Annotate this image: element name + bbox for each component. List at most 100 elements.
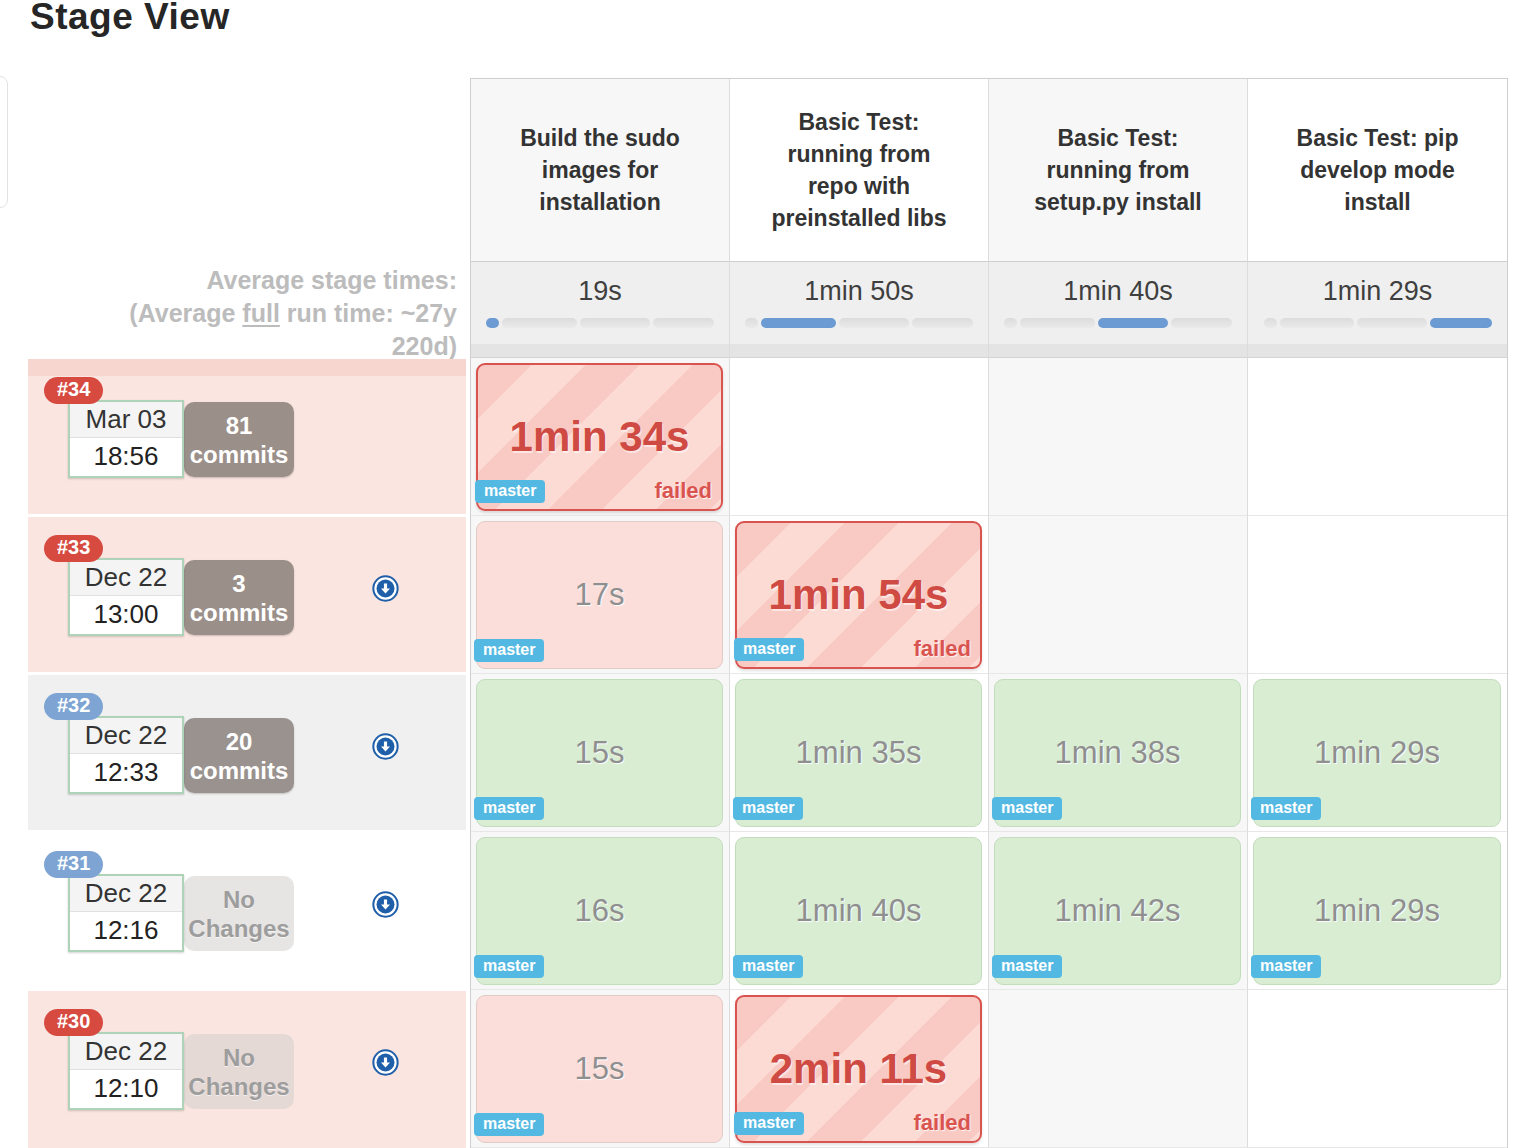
- build-number-badge[interactable]: #33: [44, 535, 103, 562]
- build-time: 12:10: [70, 1070, 182, 1107]
- build-date: Dec 22: [70, 876, 182, 912]
- stage-header-0: Build the sudo images for installation: [471, 79, 730, 261]
- build-number-badge[interactable]: #34: [44, 377, 103, 404]
- stage-header-3: Basic Test: pip develop mode install: [1248, 79, 1507, 261]
- cell-31-2[interactable]: 1min 42s master: [989, 832, 1248, 990]
- cell-33-3: [1248, 516, 1507, 674]
- stage-cell-failed[interactable]: 1min 34s master failed: [476, 363, 723, 511]
- build-date: Mar 03: [70, 402, 182, 438]
- cell-32-3[interactable]: 1min 29s master: [1248, 674, 1507, 832]
- cell-34-2: [989, 358, 1248, 516]
- stage-cell-failed[interactable]: 1min 54s master failed: [735, 521, 982, 669]
- cell-34-3: [1248, 358, 1507, 516]
- branch-badge: master: [992, 955, 1062, 978]
- stage-average-2: 1min 40s: [989, 261, 1248, 358]
- build-changes[interactable]: 81commits: [184, 402, 294, 477]
- build-row-31: #31 Dec 22 12:16 NoChanges: [28, 833, 466, 988]
- stage-cell[interactable]: 17s master: [476, 521, 723, 669]
- stage-duration: 1min 42s: [1055, 893, 1181, 929]
- stage-duration: 2min 11s: [770, 1045, 947, 1093]
- stage-duration: 1min 40s: [796, 893, 922, 929]
- build-datetime[interactable]: Dec 22 12:33: [68, 716, 184, 794]
- stage-average-time-3: 1min 29s: [1248, 276, 1507, 307]
- cell-30-1[interactable]: 2min 11s master failed: [730, 990, 989, 1148]
- branch-badge: master: [474, 1113, 544, 1136]
- branch-badge: master: [1251, 797, 1321, 820]
- cell-30-0[interactable]: 15s master: [471, 990, 730, 1148]
- full-link[interactable]: full: [242, 299, 280, 327]
- stage-timeline-bar-0: [486, 318, 714, 328]
- build-changes[interactable]: NoChanges: [184, 1034, 294, 1109]
- build-time: 18:56: [70, 438, 182, 475]
- stage-duration: 1min 38s: [1055, 735, 1181, 771]
- build-row-30: #30 Dec 22 12:10 NoChanges: [28, 991, 466, 1148]
- cell-31-0[interactable]: 16s master: [471, 832, 730, 990]
- cell-32-0[interactable]: 15s master: [471, 674, 730, 832]
- cell-32-2[interactable]: 1min 38s master: [989, 674, 1248, 832]
- average-stage-times-label: Average stage times: (Average full run t…: [0, 264, 457, 363]
- stage-average-time-1: 1min 50s: [730, 276, 988, 307]
- stage-cell[interactable]: 15s master: [476, 679, 723, 827]
- build-row-32: #32 Dec 22 12:33 20commits: [28, 675, 466, 830]
- branch-badge: master: [734, 1112, 804, 1135]
- stage-average-0: 19s: [471, 261, 730, 358]
- cell-33-1[interactable]: 1min 54s master failed: [730, 516, 989, 674]
- stage-duration: 1min 54s: [769, 571, 949, 619]
- build-time: 12:16: [70, 912, 182, 949]
- build-changes[interactable]: 20commits: [184, 718, 294, 793]
- stage-view-table: Build the sudo images for installation B…: [470, 78, 1508, 1148]
- stage-duration: 15s: [575, 1051, 625, 1087]
- stage-cell[interactable]: 1min 35s master: [735, 679, 982, 827]
- cell-31-3[interactable]: 1min 29s master: [1248, 832, 1507, 990]
- stage-duration: 1min 34s: [510, 413, 690, 461]
- stage-cell[interactable]: 1min 38s master: [994, 679, 1241, 827]
- branch-badge: master: [1251, 955, 1321, 978]
- stage-cell-failed[interactable]: 2min 11s master failed: [735, 995, 982, 1143]
- download-artifacts-icon[interactable]: [372, 891, 399, 918]
- build-number-badge[interactable]: #32: [44, 693, 103, 720]
- stage-duration: 15s: [575, 735, 625, 771]
- build-time: 13:00: [70, 596, 182, 633]
- stage-duration: 1min 35s: [796, 735, 922, 771]
- stage-timeline-bar-2: [1004, 318, 1232, 328]
- download-artifacts-icon[interactable]: [372, 575, 399, 602]
- stage-average-3: 1min 29s: [1248, 261, 1507, 358]
- build-datetime[interactable]: Dec 22 13:00: [68, 558, 184, 636]
- branch-badge: master: [733, 797, 803, 820]
- cell-34-0[interactable]: 1min 34s master failed: [471, 358, 730, 516]
- build-datetime[interactable]: Mar 03 18:56: [68, 400, 184, 478]
- branch-badge: master: [474, 955, 544, 978]
- build-datetime[interactable]: Dec 22 12:16: [68, 874, 184, 952]
- cell-32-1[interactable]: 1min 35s master: [730, 674, 989, 832]
- stage-cell[interactable]: 15s master: [476, 995, 723, 1143]
- stage-cell[interactable]: 1min 40s master: [735, 837, 982, 985]
- build-date: Dec 22: [70, 718, 182, 754]
- branch-badge: master: [474, 797, 544, 820]
- build-time: 12:33: [70, 754, 182, 791]
- stage-cell[interactable]: 1min 29s master: [1253, 837, 1501, 985]
- stage-average-time-0: 19s: [471, 276, 729, 307]
- build-changes[interactable]: 3commits: [184, 560, 294, 635]
- stage-cell[interactable]: 1min 29s master: [1253, 679, 1501, 827]
- branch-badge: master: [992, 797, 1062, 820]
- build-changes[interactable]: NoChanges: [184, 876, 294, 951]
- failed-label: failed: [914, 636, 971, 662]
- failed-label: failed: [914, 1110, 971, 1136]
- build-number-badge[interactable]: #30: [44, 1009, 103, 1036]
- download-artifacts-icon[interactable]: [372, 1049, 399, 1076]
- build-number-badge[interactable]: #31: [44, 851, 103, 878]
- build-datetime[interactable]: Dec 22 12:10: [68, 1032, 184, 1110]
- build-rows: #34 Mar 03 18:56 81commits #33 Dec 22 13…: [28, 359, 466, 1148]
- cell-31-1[interactable]: 1min 40s master: [730, 832, 989, 990]
- build-row-33: #33 Dec 22 13:00 3commits: [28, 517, 466, 672]
- stage-timeline-bar-3: [1264, 318, 1492, 328]
- branch-badge: master: [734, 638, 804, 661]
- download-artifacts-icon[interactable]: [372, 733, 399, 760]
- stage-cell[interactable]: 16s master: [476, 837, 723, 985]
- cell-33-0[interactable]: 17s master: [471, 516, 730, 674]
- stage-cell[interactable]: 1min 42s master: [994, 837, 1241, 985]
- cutoff-panel: [0, 76, 8, 208]
- build-date: Dec 22: [70, 560, 182, 596]
- cell-30-3: [1248, 990, 1507, 1148]
- failed-label: failed: [655, 478, 712, 504]
